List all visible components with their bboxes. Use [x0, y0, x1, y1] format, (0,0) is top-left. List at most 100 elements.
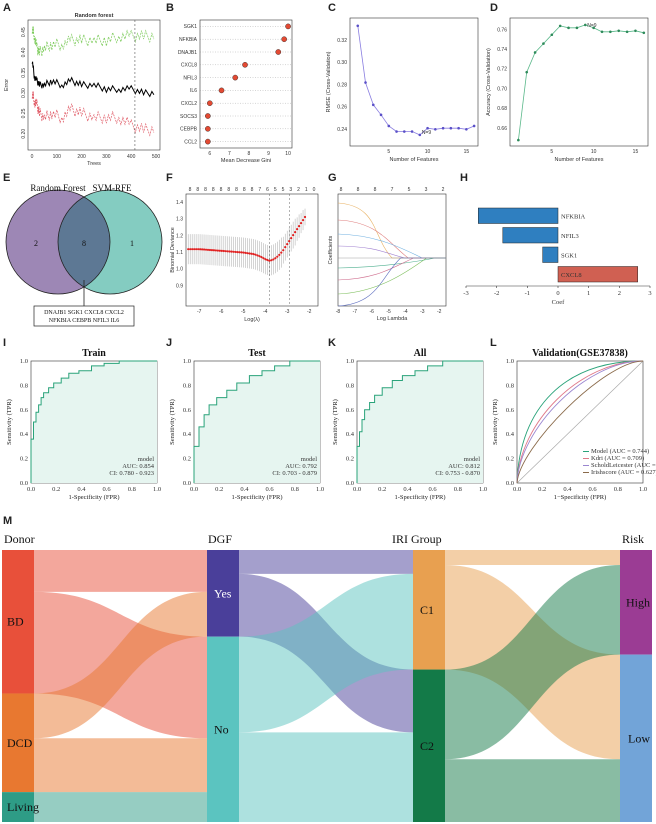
- venn-overlap: [58, 197, 110, 287]
- deviance-point: [216, 249, 219, 252]
- rfe-line: [357, 25, 475, 136]
- panel-m-sankey: Donor DGF IRI Group Risk BD DCD Living Yes N…: [2, 532, 652, 822]
- sankey-node-label: C2: [420, 739, 434, 753]
- x-tick-label: 100: [53, 154, 62, 160]
- y-tick-label: 0.30: [21, 88, 27, 98]
- auc-legend-text: CI: 0.780 - 0.923: [109, 470, 154, 477]
- rfe-point: [517, 138, 520, 142]
- sankey-node-label: No: [214, 722, 229, 736]
- y-tick-label: 0.6: [346, 407, 355, 414]
- x-tick-label: -6: [370, 309, 375, 315]
- coef-bar: [478, 207, 559, 224]
- deviance-point: [301, 218, 305, 222]
- coef-gene-label: NFIL3: [561, 233, 579, 240]
- y-tick-label: 0.4: [506, 431, 515, 438]
- x-tick-label: 2: [618, 290, 621, 297]
- sankey-link: [34, 550, 207, 592]
- importance-point: [232, 74, 239, 81]
- x-tick-label: 3: [648, 290, 651, 297]
- panel-label-d: D: [490, 2, 498, 14]
- deviance-point: [256, 254, 259, 257]
- top-df-label: 5: [282, 187, 285, 193]
- top-df-label: 7: [391, 187, 394, 193]
- top-df-label: 8: [357, 187, 360, 193]
- x-tick-label: 0.0: [353, 486, 361, 493]
- sankey-node-low: [620, 654, 652, 822]
- panel-label-h: H: [460, 172, 468, 184]
- rfe-point: [410, 130, 414, 133]
- deviance-point: [193, 248, 196, 251]
- deviance-point: [274, 257, 277, 260]
- x-axis-label: Number of Features: [555, 157, 604, 163]
- top-df-label: 0: [313, 187, 316, 193]
- y-tick-label: 0.8: [346, 382, 354, 389]
- x-tick-label: -5: [241, 309, 246, 315]
- x-tick-label: 0: [556, 290, 559, 297]
- deviance-point: [240, 251, 243, 254]
- top-df-label: 5: [408, 187, 411, 193]
- top-df-label: 6: [266, 187, 269, 193]
- panel-e-venn: Random Forest SVM-RFE 2 8 1 DNAJB1 SGK1 …: [5, 183, 163, 327]
- deviance-point: [210, 249, 214, 252]
- x-axis-label: Number of Features: [390, 157, 439, 163]
- deviance-point: [270, 259, 273, 262]
- roc-title: Validation(GSE37838): [532, 348, 628, 359]
- x-axis-label: 1−Specificity (FPR): [554, 494, 607, 501]
- y-tick-label: 0.6: [183, 407, 192, 414]
- sankey-node-label: DCD: [7, 736, 33, 750]
- plot-frame: [509, 17, 649, 147]
- rfe-point: [625, 30, 629, 34]
- y-tick-label: 0.0: [20, 480, 28, 487]
- panel-f-lasso-deviance: -7 -6 -5 -4 -3 -20.91.01.11.21.31.48 8 8 8 8 8 8 8 8 7…: [170, 187, 319, 323]
- deviance-point: [198, 248, 202, 251]
- importance-point: [285, 23, 291, 30]
- x-tick-label: 0.6: [589, 486, 598, 493]
- importance-point: [205, 113, 211, 119]
- x-tick-label: -1: [525, 290, 530, 297]
- top-df-label: 8: [243, 187, 246, 193]
- x-tick-label: 1.0: [153, 486, 161, 493]
- top-df-label: 8: [340, 187, 343, 193]
- sankey-node-c2: [413, 669, 445, 822]
- deviance-point: [208, 248, 212, 252]
- rfe-point: [583, 23, 587, 27]
- sankey-link: [239, 573, 413, 733]
- deviance-point: [246, 252, 249, 255]
- x-tick-label: 5: [387, 149, 390, 155]
- panel-label-l: L: [490, 337, 497, 349]
- top-df-label: 8: [189, 187, 192, 193]
- sankey-link: [34, 738, 207, 793]
- roc-title: Train: [82, 348, 106, 359]
- rfe-point: [379, 113, 383, 117]
- x-axis-label: Trees: [87, 161, 101, 167]
- y-tick-label: 0.6: [20, 407, 29, 414]
- importance-point: [275, 49, 282, 55]
- y-axis-label: Sensitivity (TPR): [169, 399, 176, 445]
- gene-label: NFKBIA: [179, 37, 198, 43]
- x-axis-label: Log Lambda: [377, 316, 409, 322]
- x-tick-label: 0.0: [190, 486, 198, 493]
- x-tick-label: 200: [77, 154, 86, 160]
- y-axis-label: Accuracy (Cross-Validation): [486, 48, 492, 116]
- x-tick-label: -2: [494, 290, 499, 297]
- y-axis-label: Sensitivity (TPR): [6, 399, 13, 445]
- x-tick-label: 0.6: [103, 486, 112, 493]
- deviance-point: [276, 255, 279, 258]
- top-df-label: 8: [220, 187, 223, 193]
- sankey-axis-iri: IRI Group: [392, 532, 442, 546]
- x-tick-label: 15: [633, 149, 639, 155]
- sankey-node-label: Yes: [214, 586, 232, 600]
- coef-gene-label: SGK1: [561, 252, 577, 259]
- deviance-point: [297, 224, 301, 228]
- y-tick-label: 0.0: [346, 480, 354, 487]
- sankey-link: [445, 759, 620, 822]
- sankey-link: [239, 732, 413, 822]
- top-df-label: 3: [425, 187, 428, 193]
- deviance-point: [303, 215, 307, 219]
- deviance-point: [292, 234, 295, 237]
- rfe-line: [518, 24, 644, 141]
- x-tick-label: -6: [219, 309, 224, 315]
- deviance-point: [252, 252, 255, 256]
- top-df-label: 8: [227, 187, 230, 193]
- y-axis-label: Sensitivity (TPR): [492, 399, 499, 445]
